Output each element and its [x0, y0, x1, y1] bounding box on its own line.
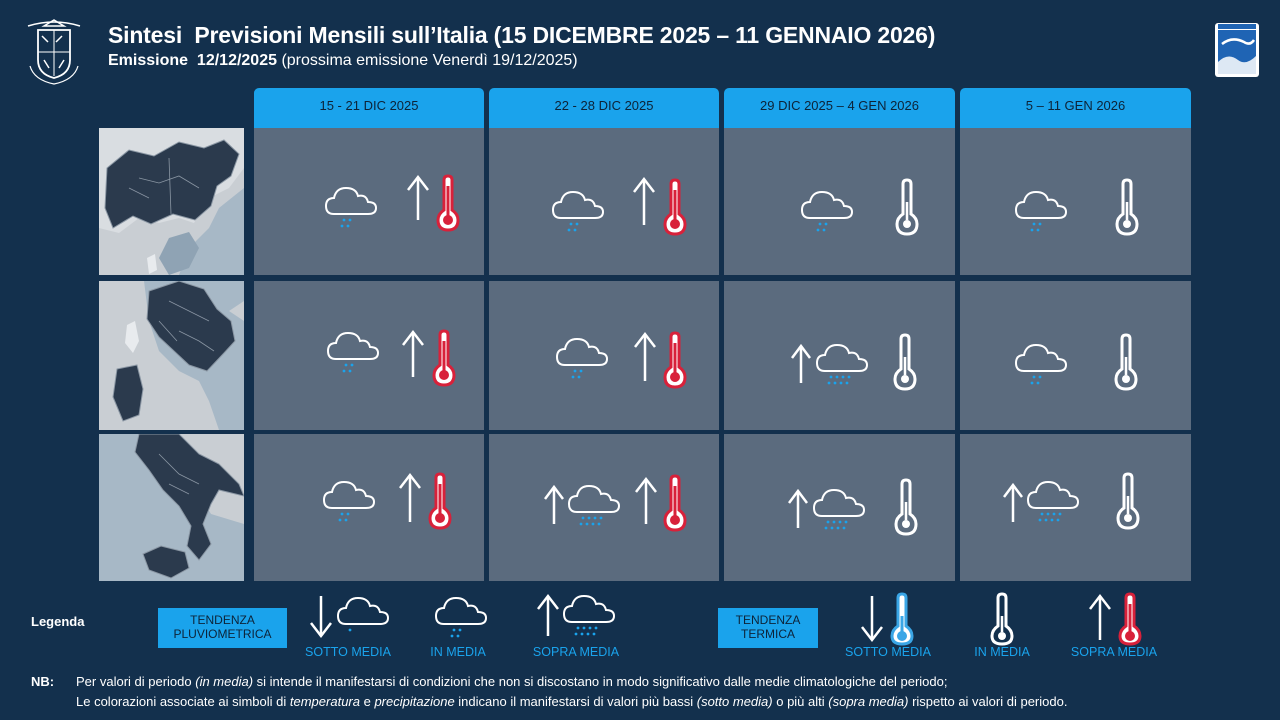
- thermometer-warm-icon: [663, 178, 687, 236]
- cloud-heavy-rain-icon: [562, 594, 616, 636]
- legend-temp-normal: [990, 592, 1014, 646]
- cloud-rain-icon: [326, 331, 380, 373]
- notes-emphasis: precipitazione: [374, 694, 455, 709]
- notes-text: o più alti: [772, 694, 829, 709]
- cloud-heavy-rain-icon: [815, 343, 869, 385]
- notes-emphasis: (sotto media): [696, 694, 773, 709]
- arrow-up-icon: [407, 174, 429, 220]
- cell-south-week4: [960, 434, 1191, 581]
- aeronautica-emblem-icon: [27, 19, 81, 85]
- notes-text: si intende il manifestarsi di condizioni…: [253, 674, 948, 689]
- cloud-rain-icon: [800, 190, 854, 232]
- thermometer-icon: [990, 592, 1014, 646]
- legend-temp-above: [1089, 592, 1142, 646]
- cloud-heavy-rain-icon: [567, 484, 621, 526]
- legend-caption-temp-normal: IN MEDIA: [974, 645, 1030, 659]
- emission-date: Emissione 12/12/2025: [108, 52, 277, 69]
- cell-north-week3: [724, 128, 955, 275]
- cell-north-week4: [960, 128, 1191, 275]
- cloud-rain-icon: [555, 337, 609, 379]
- cloud-rain-icon: [1014, 343, 1068, 385]
- arrow-up-icon: [402, 329, 424, 377]
- thermometer-icon: [1115, 178, 1139, 236]
- map-south-italy: [99, 434, 244, 581]
- cloud-rain-icon: [551, 190, 605, 232]
- cell-center-week2: [489, 281, 719, 430]
- arrow-down-icon: [861, 596, 883, 643]
- cloud-rain-icon: [324, 186, 378, 228]
- arrow-down-icon: [310, 596, 332, 639]
- emission-line: Emissione 12/12/2025 (prossima emissione…: [108, 52, 578, 70]
- notes-emphasis: temperatura: [289, 694, 360, 709]
- legend-temp-box: TENDENZA TERMICA: [718, 608, 818, 648]
- legend-caption-temp-below: SOTTO MEDIA: [845, 645, 931, 659]
- arrow-up-icon: [788, 488, 808, 528]
- thermometer-warm-icon: [663, 331, 687, 389]
- arrow-up-icon: [1089, 593, 1111, 640]
- thermometer-icon: [895, 178, 919, 236]
- thermometer-warm-icon: [428, 472, 452, 530]
- thermometer-warm-icon: [1118, 592, 1142, 646]
- cloud-heavy-rain-icon: [812, 488, 866, 530]
- cell-south-week1: [254, 434, 484, 581]
- arrow-up-icon: [537, 593, 559, 636]
- notes-emphasis: (in media): [195, 674, 254, 689]
- notes-text: Le colorazioni associate ai simboli di: [76, 694, 290, 709]
- legend-caption-precip-below: SOTTO MEDIA: [305, 645, 391, 659]
- thermometer-icon: [1116, 472, 1140, 530]
- thermometer-icon: [893, 333, 917, 391]
- thermometer-warm-icon: [436, 174, 460, 232]
- legend-caption-temp-above: SOPRA MEDIA: [1070, 645, 1158, 659]
- legend-precip-normal: [434, 596, 488, 638]
- cnmca-logo-icon: [1215, 23, 1259, 77]
- column-header-week2: 22 - 28 DIC 2025: [489, 88, 719, 128]
- legend-precip-above: [537, 593, 616, 636]
- map-north-italy: [99, 128, 244, 275]
- notes-text: indicano il manifestarsi di valori più b…: [454, 694, 697, 709]
- cell-south-week2: [489, 434, 719, 581]
- legend-precip-box: TENDENZA PLUVIOMETRICA: [158, 608, 287, 648]
- legend-precip-below: [310, 596, 390, 639]
- page-title: Sintesi Previsioni Mensili sull’Italia (…: [108, 22, 936, 48]
- notes-text: Per valori di periodo: [76, 674, 196, 689]
- thermometer-icon: [894, 478, 918, 536]
- cell-center-week4: [960, 281, 1191, 430]
- legend-temp-below: [861, 592, 914, 646]
- legend-caption-precip-above: SOPRA MEDIA: [532, 645, 620, 659]
- arrow-up-icon: [633, 176, 655, 225]
- cloud-heavy-rain-icon: [1026, 480, 1080, 522]
- map-central-italy: [99, 281, 244, 430]
- arrow-up-icon: [399, 472, 421, 522]
- notes-label: NB:: [31, 674, 55, 689]
- column-header-week4: 5 – 11 GEN 2026: [960, 88, 1191, 128]
- notes-line-2: Le colorazioni associate ai simboli di t…: [76, 694, 1067, 709]
- cell-south-week3: [724, 434, 955, 581]
- column-header-week1: 15 - 21 DIC 2025: [254, 88, 484, 128]
- cloud-light-rain-icon: [336, 596, 390, 632]
- thermometer-cold-icon: [890, 592, 914, 646]
- legend-title: Legenda: [31, 614, 85, 629]
- legend-caption-precip-normal: IN MEDIA: [430, 645, 486, 659]
- cell-north-week2: [489, 128, 719, 275]
- cloud-rain-icon: [1014, 190, 1068, 232]
- column-header-week3: 29 DIC 2025 – 4 GEN 2026: [724, 88, 955, 128]
- cloud-rain-icon: [322, 480, 376, 522]
- arrow-up-icon: [634, 331, 656, 381]
- notes-text: e: [359, 694, 375, 709]
- arrow-up-icon: [635, 476, 657, 524]
- cloud-rain-icon: [434, 596, 488, 638]
- thermometer-warm-icon: [663, 474, 687, 532]
- notes-emphasis: (sopra media): [828, 694, 909, 709]
- cell-center-week3: [724, 281, 955, 430]
- arrow-up-icon: [1003, 482, 1023, 522]
- arrow-up-icon: [791, 343, 811, 383]
- next-emission: (prossima emissione Venerdì 19/12/2025): [277, 52, 578, 69]
- arrow-up-icon: [544, 484, 564, 524]
- notes-text: rispetto ai valori di periodo.: [908, 694, 1068, 709]
- cell-center-week1: [254, 281, 484, 430]
- thermometer-icon: [1114, 333, 1138, 391]
- notes-line-1: Per valori di periodo (in media) si inte…: [76, 674, 947, 689]
- thermometer-warm-icon: [432, 329, 456, 387]
- cell-north-week1: [254, 128, 484, 275]
